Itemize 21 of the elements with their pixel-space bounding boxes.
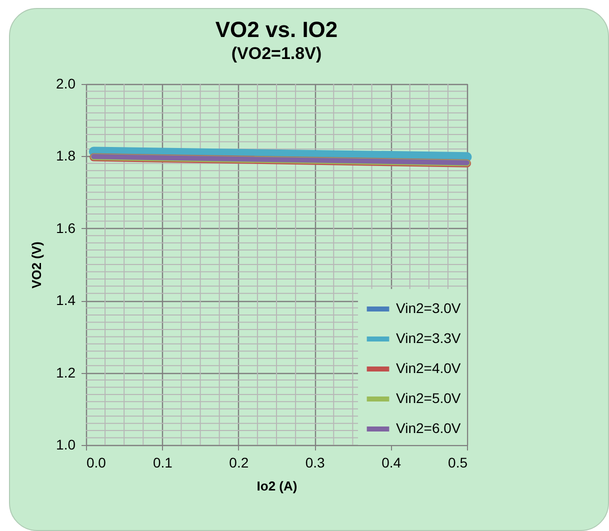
legend-label: Vin2=5.0V	[396, 390, 462, 406]
x-tick-label: 0.3	[305, 454, 326, 470]
chart-title: VO2 vs. IO2	[215, 17, 338, 42]
x-tick-label: 0.4	[382, 454, 402, 470]
y-tick-label: 1.6	[56, 220, 76, 236]
y-axis-title: VO2 (V)	[29, 242, 44, 288]
y-tick-label: 2.0	[56, 76, 76, 92]
y-tick-label: 1.8	[56, 148, 76, 164]
legend-label: Vin2=4.0V	[396, 360, 462, 376]
legend-label: Vin2=3.0V	[396, 300, 462, 316]
chart-subtitle: (VO2=1.8V)	[231, 44, 322, 63]
x-tick-label: 0.1	[152, 454, 173, 470]
x-tick-label: 0.0	[86, 454, 106, 470]
y-tick-label: 1.2	[56, 364, 76, 380]
x-tick-label: 0.5	[448, 454, 468, 470]
x-tick-label: 0.2	[229, 454, 249, 470]
y-tick-label: 1.0	[56, 436, 76, 452]
legend-label: Vin2=3.3V	[396, 330, 462, 346]
y-tick-label: 1.4	[56, 292, 76, 308]
legend-label: Vin2=6.0V	[396, 420, 462, 436]
x-axis-title: Io2 (A)	[256, 478, 298, 494]
